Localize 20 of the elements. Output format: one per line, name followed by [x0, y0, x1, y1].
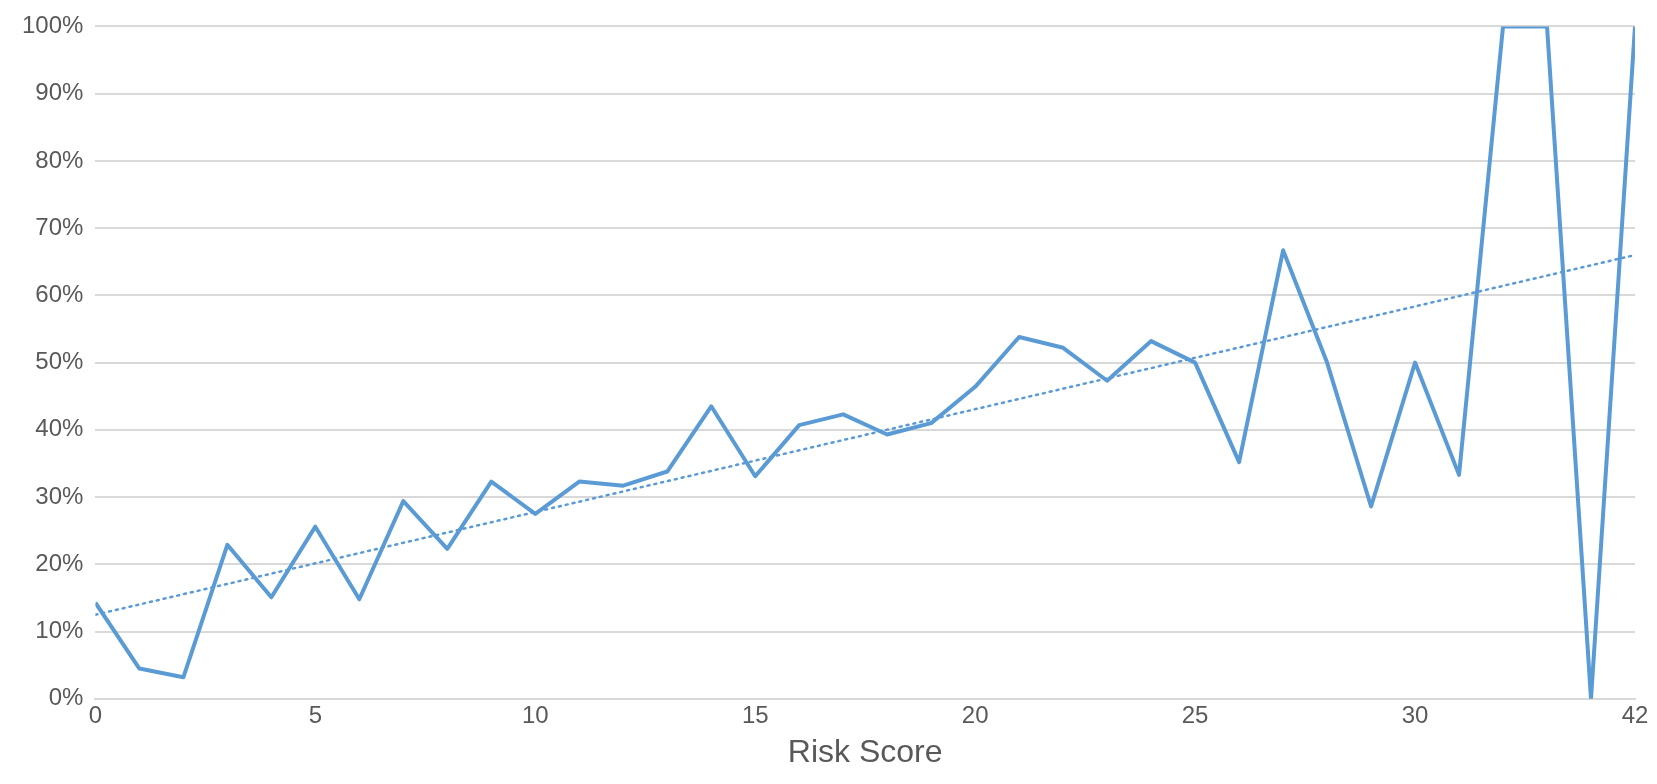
x-tick-label: 10 [521, 700, 549, 728]
x-tick-label: 42 [1621, 700, 1649, 728]
y-tick-label: 10% [35, 616, 84, 644]
x-tick-label: 0 [88, 700, 103, 728]
y-tick-label: 0% [48, 683, 84, 711]
y-tick-label: 80% [35, 145, 84, 173]
y-tick-label: 40% [35, 414, 84, 442]
x-axis-title: Risk Score [787, 732, 943, 769]
x-tick-label: 5 [308, 700, 323, 728]
y-tick-label: 60% [35, 279, 84, 307]
x-tick-label: 20 [961, 700, 989, 728]
y-tick-label: 20% [35, 548, 84, 576]
x-tick-label: 15 [741, 700, 769, 728]
x-tick-label: 25 [1181, 700, 1209, 728]
y-tick-label: 50% [35, 347, 84, 375]
y-tick-label: 70% [35, 212, 84, 240]
y-tick-label: 90% [35, 78, 84, 106]
y-tick-label: 100% [21, 11, 84, 39]
x-tick-label: 30 [1401, 700, 1429, 728]
y-tick-label: 30% [35, 481, 84, 509]
